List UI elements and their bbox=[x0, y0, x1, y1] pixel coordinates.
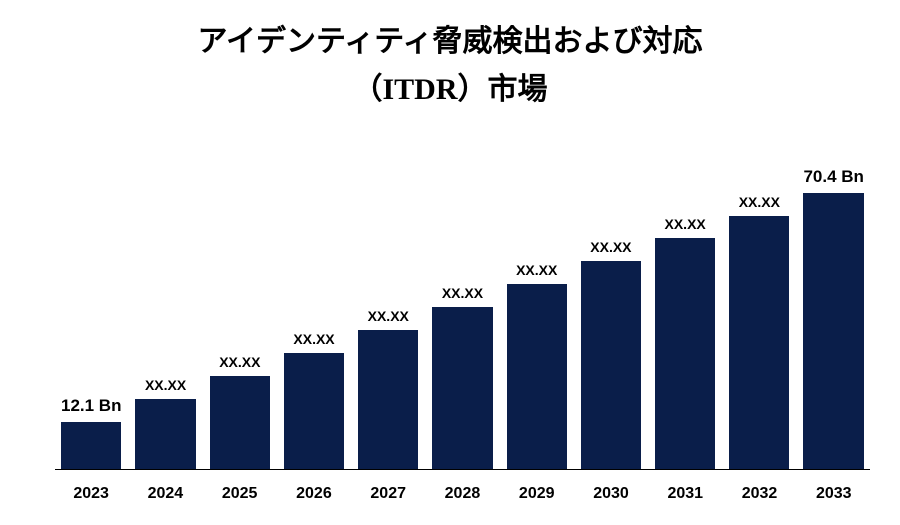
x-tick: 2025 bbox=[210, 485, 270, 503]
bar-chart: 12.1 Bn XX.XX XX.XX XX.XX XX.XX XX.XX XX.XX XX.… bbox=[55, 155, 870, 470]
bar-slot: XX.XX bbox=[358, 155, 418, 469]
bar bbox=[507, 284, 567, 469]
bar-value-label: 12.1 Bn bbox=[61, 396, 121, 416]
x-tick: 2032 bbox=[729, 485, 789, 503]
x-tick: 2033 bbox=[804, 485, 864, 503]
bar bbox=[135, 399, 195, 469]
x-tick: 2024 bbox=[135, 485, 195, 503]
bar-value-label: XX.XX bbox=[665, 216, 706, 232]
bar-value-label: XX.XX bbox=[293, 331, 334, 347]
x-tick: 2026 bbox=[284, 485, 344, 503]
x-tick: 2023 bbox=[61, 485, 121, 503]
bar-slot: 12.1 Bn bbox=[61, 155, 121, 469]
bar-slot: XX.XX bbox=[507, 155, 567, 469]
bar bbox=[210, 376, 270, 469]
bar bbox=[284, 353, 344, 469]
x-axis: 2023 2024 2025 2026 2027 2028 2029 2030 2031 2032… bbox=[55, 485, 870, 503]
bar-value-label: XX.XX bbox=[442, 285, 483, 301]
x-tick: 2027 bbox=[358, 485, 418, 503]
title-line-1: アイデンティティ脅威検出および対応 bbox=[0, 18, 900, 66]
bar-value-label: XX.XX bbox=[219, 354, 260, 370]
bar-slot: XX.XX bbox=[655, 155, 715, 469]
bar-slot: XX.XX bbox=[729, 155, 789, 469]
bar-slot: XX.XX bbox=[210, 155, 270, 469]
bars-container: 12.1 Bn XX.XX XX.XX XX.XX XX.XX XX.XX XX.XX XX.… bbox=[55, 155, 870, 469]
bar-slot: XX.XX bbox=[135, 155, 195, 469]
bar bbox=[61, 422, 121, 469]
bar-value-label: XX.XX bbox=[516, 262, 557, 278]
bar-slot: XX.XX bbox=[581, 155, 641, 469]
bar-value-label: XX.XX bbox=[739, 194, 780, 210]
bar-value-label: XX.XX bbox=[368, 308, 409, 324]
x-tick: 2028 bbox=[432, 485, 492, 503]
title-line-2: （ITDR）市場 bbox=[0, 66, 900, 114]
bar bbox=[729, 216, 789, 469]
bar bbox=[581, 261, 641, 469]
bar-value-label: XX.XX bbox=[590, 239, 631, 255]
bar-slot: XX.XX bbox=[432, 155, 492, 469]
bar-slot: XX.XX bbox=[284, 155, 344, 469]
bar-value-label: 70.4 Bn bbox=[803, 167, 863, 187]
x-tick: 2031 bbox=[655, 485, 715, 503]
x-tick: 2030 bbox=[581, 485, 641, 503]
x-tick: 2029 bbox=[507, 485, 567, 503]
bar-value-label: XX.XX bbox=[145, 377, 186, 393]
bar bbox=[358, 330, 418, 469]
bar bbox=[432, 307, 492, 469]
bar-slot: 70.4 Bn bbox=[803, 155, 863, 469]
bar bbox=[803, 193, 863, 469]
chart-title: アイデンティティ脅威検出および対応 （ITDR）市場 bbox=[0, 0, 900, 114]
bar bbox=[655, 238, 715, 469]
